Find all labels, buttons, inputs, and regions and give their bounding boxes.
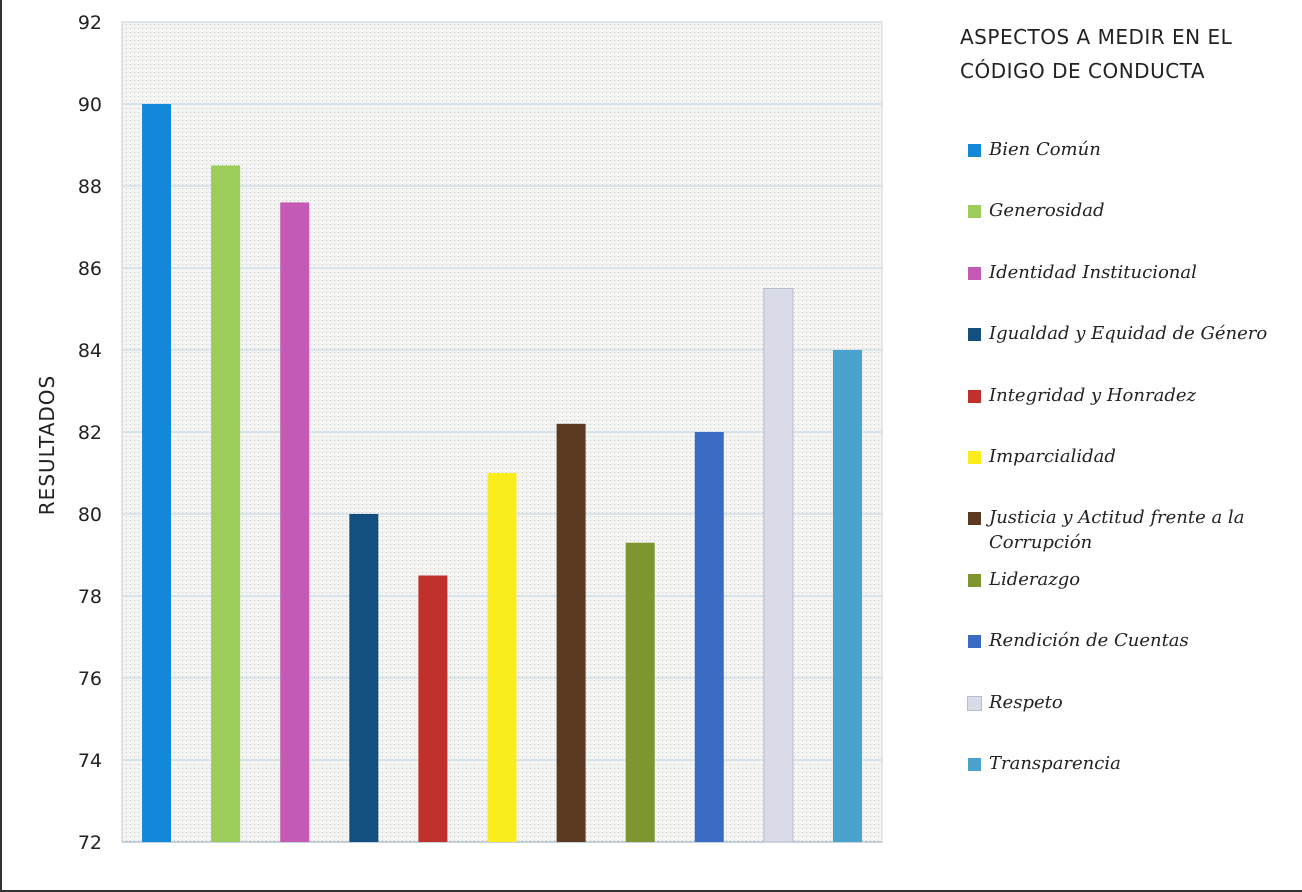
y-tick-label: 88 — [78, 176, 102, 198]
y-tick-label: 74 — [78, 750, 102, 772]
legend-label: Liderazgo — [989, 568, 1081, 590]
legend-item: Liderazgo — [968, 568, 1288, 592]
bar — [763, 288, 794, 843]
bar — [694, 432, 724, 842]
legend: ASPECTOS A MEDIR EN EL CÓDIGO DE CONDUCT… — [960, 20, 1300, 774]
legend-label: Imparcialidad — [989, 446, 1116, 467]
legend-label: Generosidad — [989, 200, 1105, 222]
y-tick-label: 86 — [78, 258, 102, 280]
y-tick-label: 84 — [78, 340, 102, 362]
legend-swatch — [968, 328, 981, 342]
y-tick-labels: 72 74 76 78 80 82 84 86 88 90 92 — [78, 12, 102, 854]
bar — [418, 575, 448, 842]
legend-label: Identidad Institucional — [989, 261, 1197, 283]
legend-item: Transparencia — [968, 752, 1288, 776]
legend-item: Rendición de Cuentas — [968, 629, 1288, 653]
bar — [211, 165, 241, 842]
legend-label: Respeto — [989, 691, 1063, 713]
legend-item: Bien Común — [968, 138, 1288, 162]
bar — [625, 542, 655, 842]
y-tick-label: 90 — [78, 94, 102, 116]
legend-swatch — [968, 758, 981, 771]
legend-swatch — [968, 451, 981, 464]
y-axis-title: RESULTADOS — [35, 375, 59, 515]
legend-item: Generosidad — [968, 199, 1288, 223]
legend-label: Transparencia — [989, 753, 1121, 774]
legend-swatch — [968, 389, 981, 403]
bar — [142, 104, 172, 842]
legend-swatch — [968, 266, 981, 280]
y-tick-label: 92 — [78, 12, 102, 34]
legend-label: Justicia y Actitud frente a la Corrupció… — [989, 507, 1245, 553]
y-tick-label: 72 — [78, 832, 102, 854]
legend-label: Integridad y Honradez — [989, 384, 1196, 406]
legend-swatch — [968, 635, 981, 649]
bar — [487, 473, 517, 842]
legend-item: Imparcialidad — [968, 445, 1288, 469]
legend-swatch — [968, 144, 981, 157]
bar — [832, 350, 862, 842]
legend-label: Rendición de Cuentas — [989, 630, 1189, 652]
legend-swatch — [967, 695, 982, 711]
y-tick-label: 78 — [78, 586, 102, 608]
legend-swatch — [968, 573, 981, 587]
legend-label: Bien Común — [989, 139, 1101, 160]
legend-item: Respeto — [967, 691, 1288, 715]
gridlines — [122, 21, 882, 843]
legend-item: Igualdad y Equidad de Género — [968, 322, 1288, 346]
y-tick-label: 76 — [78, 668, 102, 690]
legend-item: Integridad y Honradez — [968, 384, 1288, 408]
legend-item: Justicia y Actitud frente a la Corrupció… — [968, 506, 1288, 555]
legend-label: Igualdad y Equidad de Género — [989, 323, 1268, 345]
bar — [280, 202, 310, 842]
bar — [556, 423, 586, 842]
legend-title: ASPECTOS A MEDIR EN EL CÓDIGO DE CONDUCT… — [960, 25, 1233, 83]
y-tick-label: 80 — [78, 504, 102, 526]
bar — [349, 514, 379, 842]
y-tick-label: 82 — [78, 422, 102, 444]
bars — [142, 104, 862, 843]
legend-swatch — [968, 205, 981, 219]
legend-item: Identidad Institucional — [968, 261, 1288, 285]
legend-swatch — [968, 512, 981, 526]
